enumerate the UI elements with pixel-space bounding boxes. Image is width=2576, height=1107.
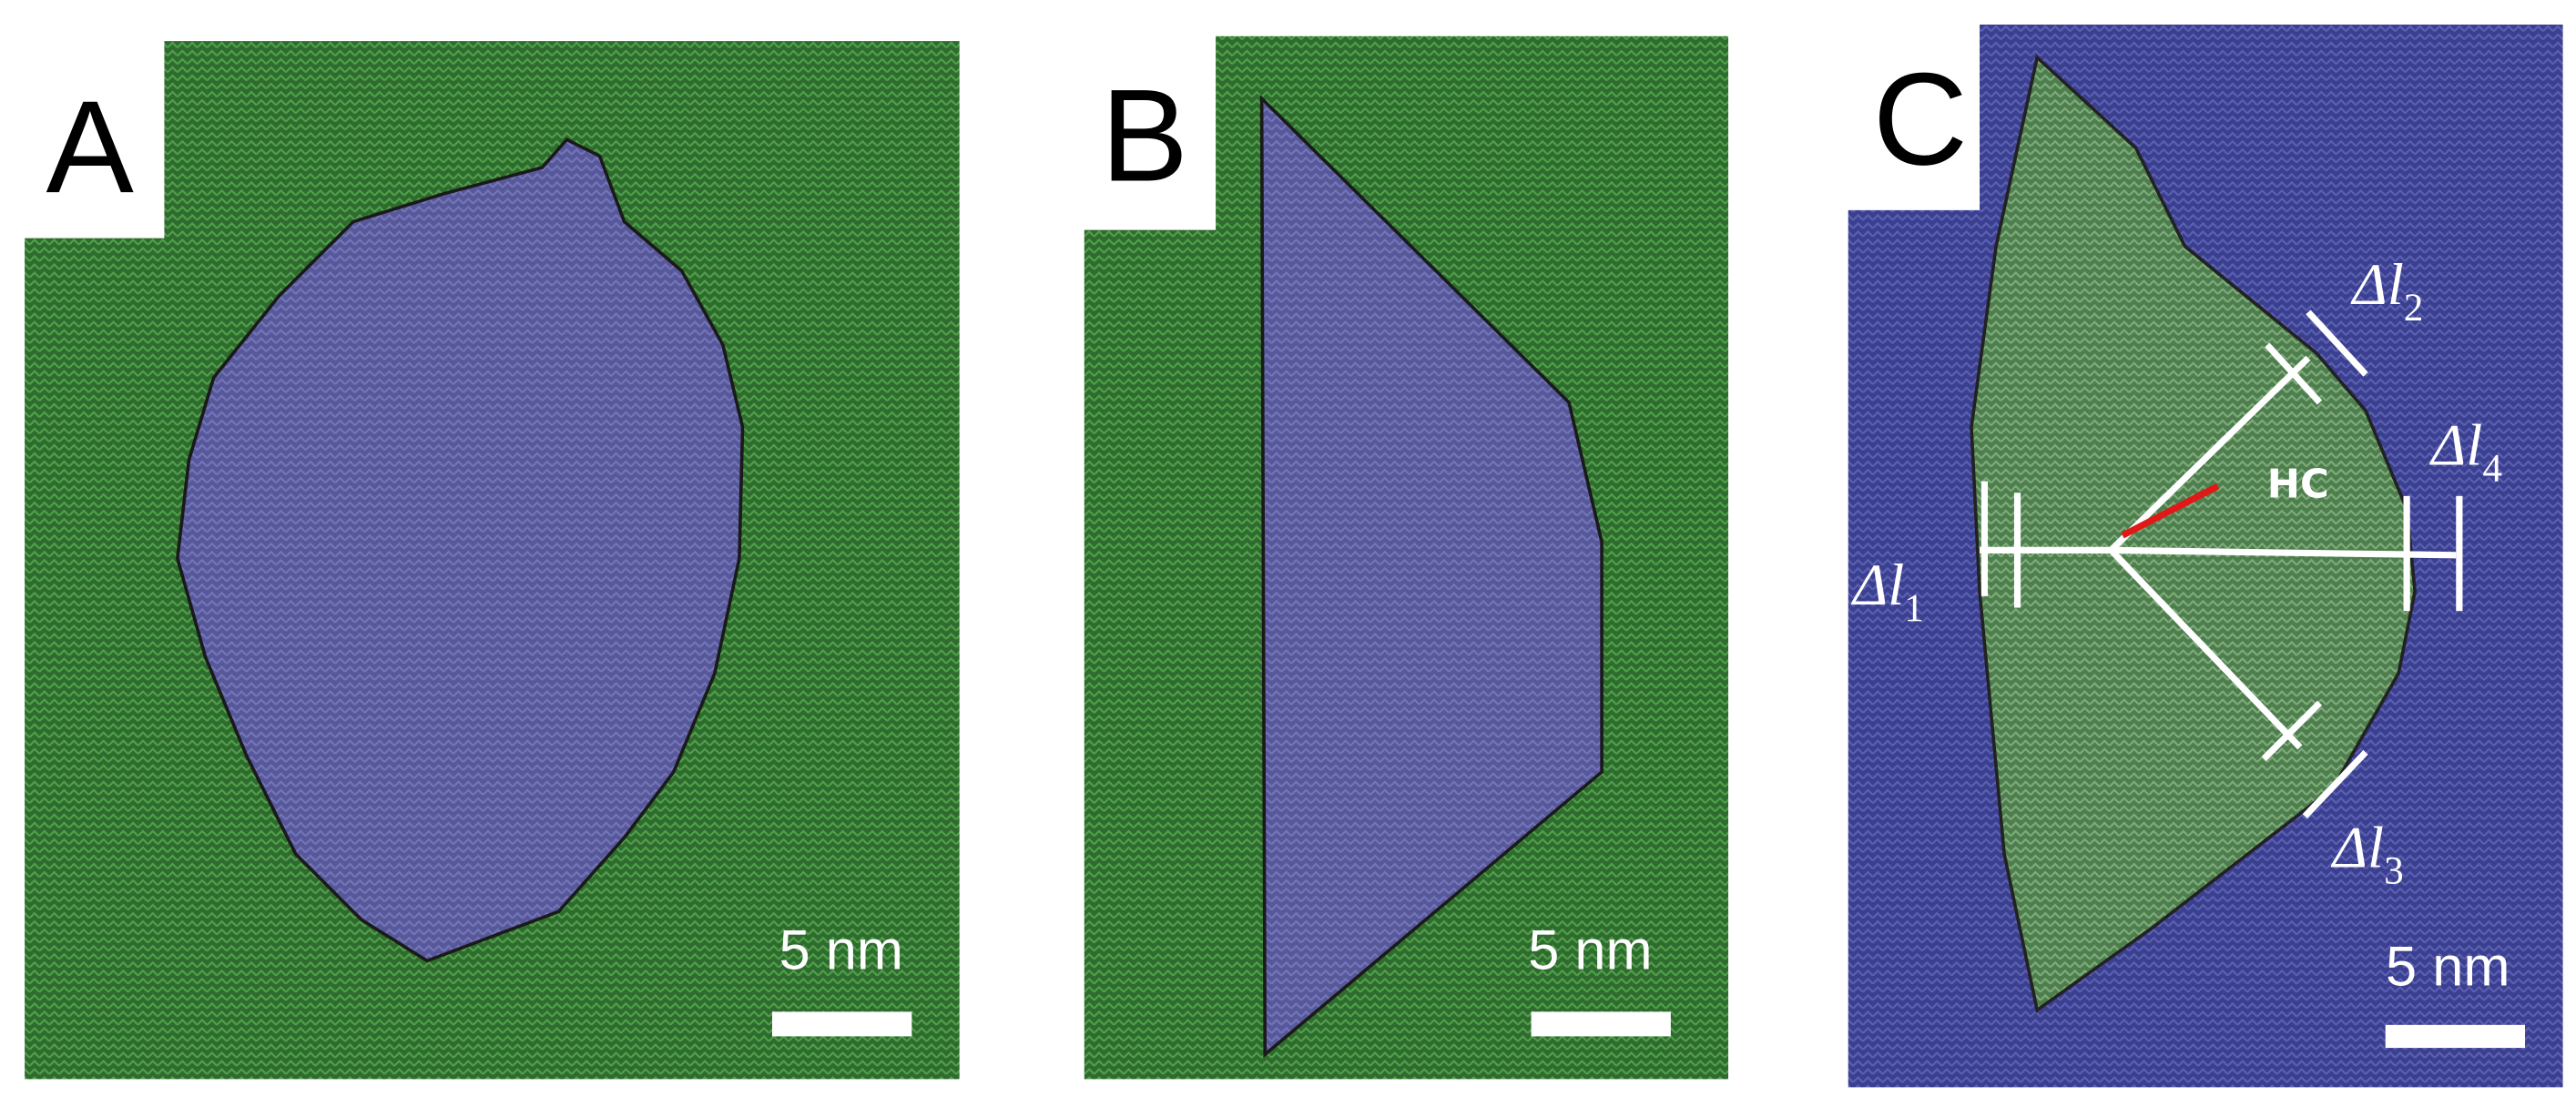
scale-bar xyxy=(1531,1011,1671,1037)
panel-a: A 5 nm xyxy=(25,41,960,1080)
domain xyxy=(1970,54,2417,1013)
scale-bar-label: 5 nm xyxy=(1528,918,1652,980)
panel-label: B xyxy=(1101,61,1188,208)
annotation-base: Δl xyxy=(2330,816,2384,881)
annotation-base: Δl xyxy=(1850,553,1904,618)
annotation-sub: 2 xyxy=(2404,286,2424,330)
annotation: Δl4 xyxy=(2428,413,2502,491)
annotation-base: Δl xyxy=(2350,252,2404,318)
scale-bar xyxy=(771,1011,912,1037)
arrow xyxy=(2121,482,2220,539)
annotation: Δl2 xyxy=(2350,252,2424,330)
domain xyxy=(1259,94,1604,1059)
panel-b: B 5 nm xyxy=(1084,36,1729,1080)
annotation: Δl1 xyxy=(1850,553,1924,630)
annotation-sub: 3 xyxy=(2384,849,2404,893)
annotation-sub: 1 xyxy=(1904,586,1924,630)
scale-bar-label: 5 nm xyxy=(2386,934,2510,997)
measure-lines xyxy=(1980,310,2463,819)
panel-label: A xyxy=(46,73,134,220)
annotation: Δl3 xyxy=(2330,816,2404,893)
annotation: HC xyxy=(2267,462,2329,508)
scale-bar xyxy=(2385,1024,2526,1049)
panel-c: HC Δl2 Δl4 Δl1 Δl3 C 5 nm xyxy=(1848,25,2563,1088)
annotation-base: Δl xyxy=(2428,413,2482,479)
annotation-sub: 4 xyxy=(2482,447,2502,491)
domain xyxy=(176,137,745,963)
panel-label: C xyxy=(1873,45,1968,192)
scale-bar-label: 5 nm xyxy=(779,918,903,980)
